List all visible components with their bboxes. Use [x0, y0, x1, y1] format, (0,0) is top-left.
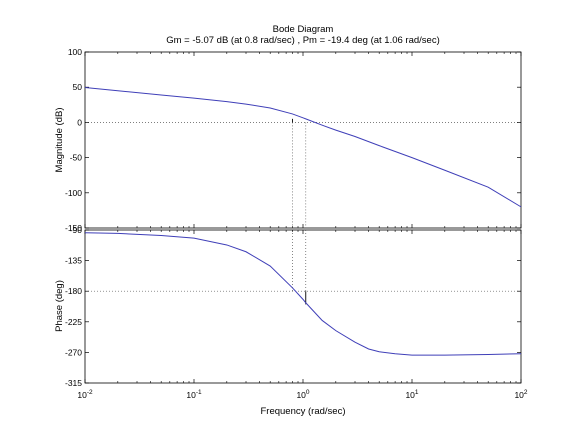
- magnitude-tick-layer: 100 50 0 -50 -100 -150: [65, 47, 522, 233]
- phase-ytick-label: -90: [70, 225, 83, 235]
- frequency-tick-base: 10: [405, 390, 415, 400]
- frequency-tick-label: 101: [405, 389, 418, 400]
- chart-title: Bode Diagram: [273, 24, 334, 35]
- magnitude-ytick-label: 0: [77, 117, 82, 127]
- phase-series-layer: [84, 232, 522, 356]
- phase-ytick-label: -270: [65, 347, 82, 357]
- magnitude-axis-label: Magnitude (dB): [54, 108, 65, 173]
- phase-panel: -90 -135 -180 -225 -270 -315 Phase (deg): [54, 225, 522, 388]
- frequency-tick-label: 100: [296, 389, 309, 400]
- frequency-tick-base: 10: [186, 390, 196, 400]
- frequency-tick-layer: 10-2 10-1 100 101 102: [77, 389, 528, 400]
- frequency-tick-exponent: 1: [415, 389, 419, 396]
- magnitude-plot-area: [84, 51, 522, 229]
- frequency-tick-exponent: -2: [87, 389, 93, 396]
- phase-tick-layer: -90 -135 -180 -225 -270 -315: [65, 225, 522, 388]
- phase-axis-label: Phase (deg): [54, 280, 65, 332]
- chart-subtitle: Gm = -5.07 dB (at 0.8 rad/sec) , Pm = -1…: [166, 35, 440, 46]
- frequency-tick-exponent: 0: [306, 389, 310, 396]
- phase-ytick-label: -180: [65, 286, 82, 296]
- magnitude-ytick-label: 50: [73, 82, 83, 92]
- magnitude-series-layer: [84, 87, 522, 208]
- phase-series-line: [84, 232, 522, 356]
- magnitude-ytick-label: -100: [65, 188, 82, 198]
- frequency-tick-exponent: 2: [524, 389, 528, 396]
- magnitude-ytick-label: -150: [65, 223, 82, 233]
- phase-ytick-label: -225: [65, 317, 82, 327]
- phase-plot-area: [84, 229, 522, 384]
- frequency-axis-label: Frequency (rad/sec): [260, 406, 345, 417]
- frequency-tick-label: 10-2: [77, 389, 93, 400]
- frequency-tick-label: 102: [514, 389, 527, 400]
- frequency-tick-base: 10: [514, 390, 524, 400]
- magnitude-ytick-label: -50: [70, 153, 83, 163]
- phase-ytick-label: -315: [65, 378, 82, 388]
- frequency-tick-base: 10: [296, 390, 306, 400]
- frequency-tick-base: 10: [77, 390, 87, 400]
- gain-margin-marker-layer: [291, 118, 307, 228]
- magnitude-panel: 100 50 0 -50 -100 -150 Magnitude (dB): [54, 47, 522, 233]
- frequency-tick-exponent: -1: [196, 389, 202, 396]
- magnitude-ytick-label: 100: [68, 47, 82, 57]
- magnitude-series-line: [84, 87, 522, 208]
- frequency-tick-label: 10-1: [186, 389, 202, 400]
- phase-ytick-label: -135: [65, 256, 82, 266]
